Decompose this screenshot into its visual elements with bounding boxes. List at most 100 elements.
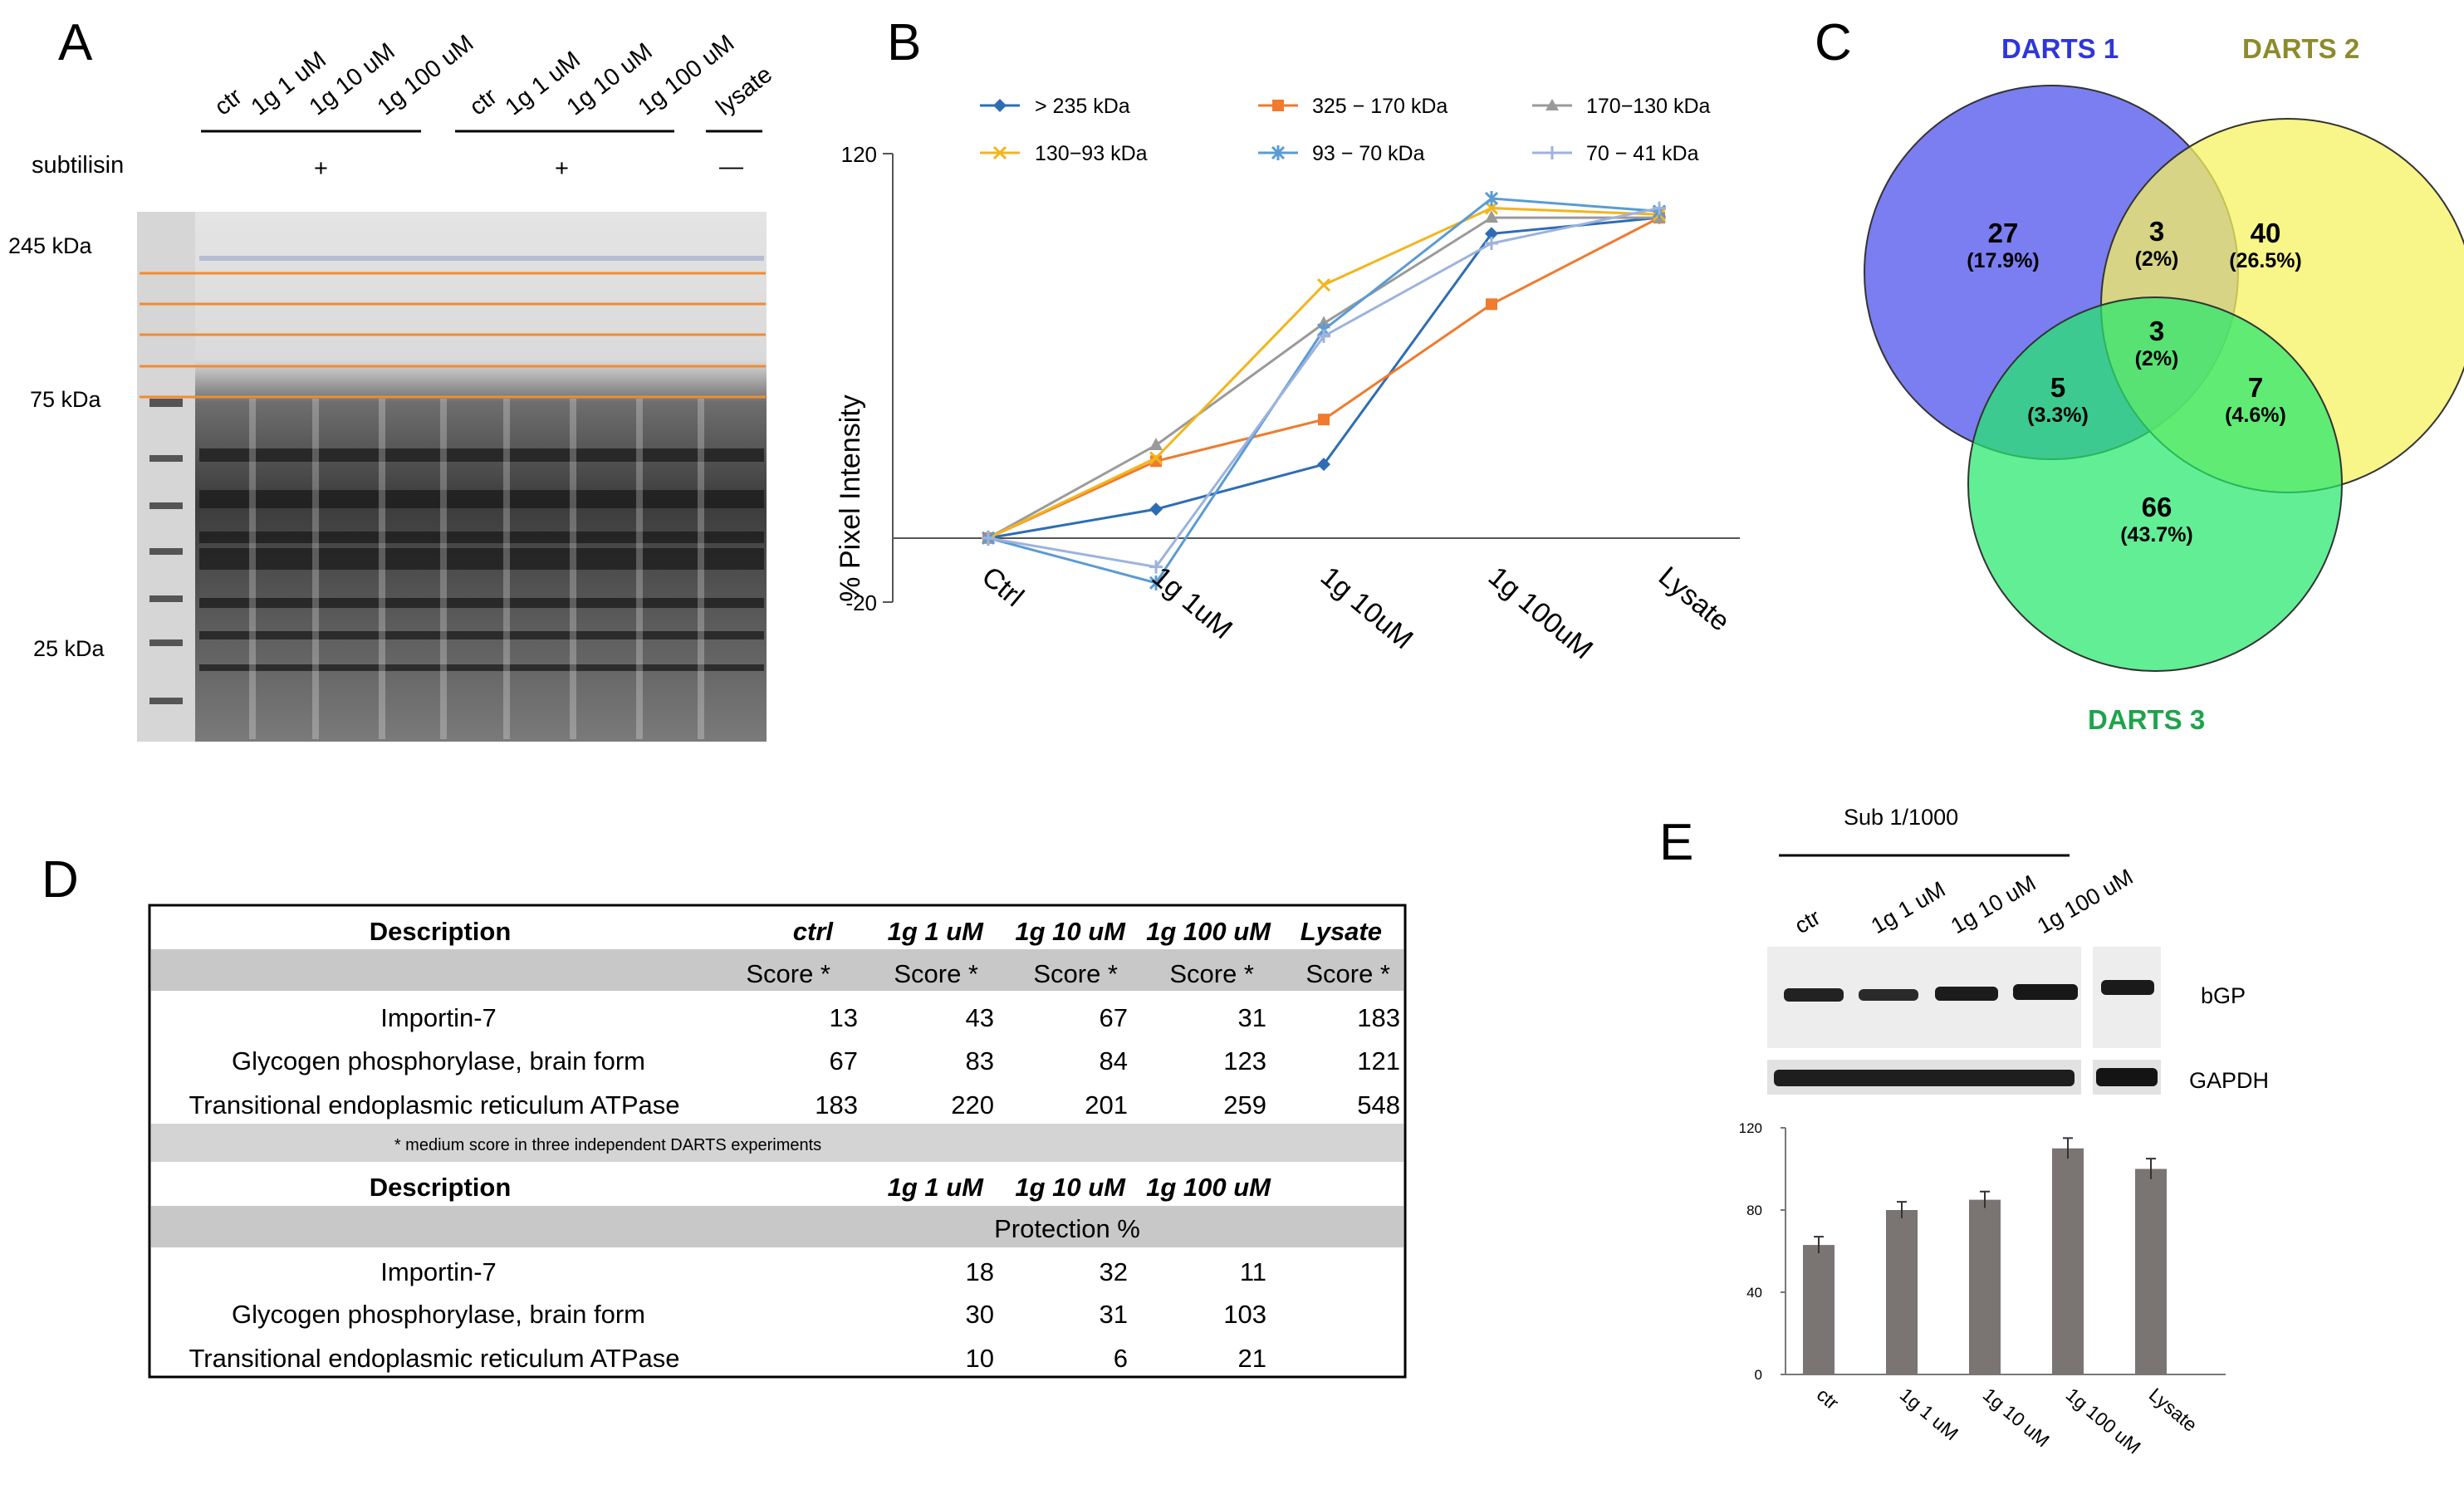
bar-category-label: 1g 10 uM bbox=[1979, 1384, 2054, 1452]
western-blot-bgp bbox=[1767, 947, 2161, 1048]
data-point bbox=[1484, 201, 1499, 215]
y-tick-label: 80 bbox=[1746, 1203, 1762, 1218]
data-point bbox=[1318, 414, 1330, 426]
table-cell: 32 bbox=[1100, 1257, 1128, 1286]
legend-entry: 170−130 kDa bbox=[1532, 95, 1711, 118]
y-min-label: -20 bbox=[845, 590, 877, 615]
table-cell: 201 bbox=[1085, 1090, 1128, 1120]
marker-label: 25 kDa bbox=[33, 636, 105, 661]
data-point bbox=[1317, 329, 1330, 343]
row-description: Importin-7 bbox=[380, 1003, 497, 1032]
bar bbox=[2135, 1168, 2167, 1374]
table-cell: 31 bbox=[1238, 1003, 1266, 1032]
table-cell: 183 bbox=[815, 1090, 858, 1120]
x-category-label: Ctrl bbox=[976, 561, 1030, 613]
table-cell: 103 bbox=[1223, 1300, 1266, 1329]
score-label: Score * bbox=[1169, 959, 1254, 988]
panel-e-letter: E bbox=[1659, 814, 1693, 871]
gel-image bbox=[137, 212, 767, 742]
venn-set-3 bbox=[1967, 296, 2343, 672]
data-point bbox=[1149, 451, 1163, 465]
score-label: Score * bbox=[894, 959, 978, 988]
line-chart-plot bbox=[981, 191, 1667, 590]
data-point bbox=[1485, 227, 1498, 241]
venn-count: 7 bbox=[2248, 372, 2263, 403]
table-header: 1g 1 uM bbox=[888, 1173, 985, 1202]
table-header: 1g 10 uM bbox=[1015, 917, 1126, 946]
venn-count: 3 bbox=[2149, 216, 2164, 247]
venn-percent: (4.6%) bbox=[2225, 404, 2286, 427]
table-cell: 220 bbox=[951, 1090, 994, 1120]
bar-chart-x-labels: ctr 1g 1 uM 1g 10 uM 1g 100 uM Lysate bbox=[1813, 1384, 2202, 1458]
table-header: 1g 100 uM bbox=[1146, 1173, 1271, 1202]
row-description: Glycogen phosphorylase, brain form bbox=[232, 1300, 645, 1329]
blot-lane-label: 1g 10 uM bbox=[1947, 870, 2040, 938]
x-category-label: 1g 100uM bbox=[1482, 561, 1599, 665]
table-row: Importin-7 13 43 67 31 183 bbox=[380, 1003, 1400, 1032]
venn-percent: (2%) bbox=[2135, 247, 2179, 271]
bar-category-label: 1g 1 uM bbox=[1896, 1384, 1962, 1444]
x-category-label: 1g 10uM bbox=[1315, 561, 1419, 655]
data-point bbox=[1316, 278, 1331, 292]
legend-label: 130−93 kDa bbox=[1035, 142, 1148, 165]
error-bar bbox=[2146, 1158, 2156, 1179]
bar bbox=[1886, 1210, 1918, 1374]
plus-sign-1: + bbox=[314, 155, 328, 182]
venn-count: 66 bbox=[2142, 492, 2173, 522]
table-cell: 11 bbox=[1240, 1257, 1266, 1286]
venn-diagram bbox=[1864, 85, 2464, 672]
subtilisin-label: subtilisin bbox=[32, 152, 124, 179]
table-header: 1g 100 uM bbox=[1146, 917, 1271, 946]
table-row: Transitional endoplasmic reticulum ATPas… bbox=[189, 1344, 1266, 1373]
panel-c-letter: C bbox=[1815, 14, 1852, 71]
legend-entry: 130−93 kDa bbox=[980, 142, 1148, 165]
panel-a-letter: A bbox=[58, 14, 93, 71]
table-cell: 43 bbox=[966, 1003, 994, 1032]
table-header: ctrl bbox=[793, 917, 835, 946]
lane-label: 1g 100 uM bbox=[373, 30, 479, 121]
table-header: 1g 1 uM bbox=[888, 917, 985, 946]
western-blot-gapdh bbox=[1767, 1060, 2161, 1095]
venn-percent: (26.5%) bbox=[2229, 249, 2302, 272]
panel-d-letter: D bbox=[42, 851, 79, 909]
bar bbox=[2052, 1148, 2084, 1374]
data-point bbox=[1485, 210, 1498, 223]
legend-label: 70 − 41 kDa bbox=[1586, 142, 1699, 165]
marker-label: 245 kDa bbox=[8, 233, 93, 258]
legend-label: 325 − 170 kDa bbox=[1312, 95, 1448, 118]
y-tick-label: 120 bbox=[1739, 1120, 1762, 1136]
blot-lane-labels: ctr 1g 1 uM 1g 10 uM 1g 100 uM bbox=[1790, 864, 2137, 938]
venn-percent: (3.3%) bbox=[2027, 404, 2089, 427]
table-row: Importin-7 18 32 11 bbox=[380, 1257, 1266, 1286]
protection-label: Protection % bbox=[994, 1214, 1140, 1243]
legend-entry: 325 − 170 kDa bbox=[1258, 95, 1448, 118]
line-chart-x-labels: Ctrl 1g 1uM 1g 10uM 1g 100uM Lysate bbox=[976, 561, 1736, 665]
gapdh-label: GAPDH bbox=[2189, 1068, 2269, 1093]
score-label: Score * bbox=[1305, 959, 1390, 988]
gel-cut-lines bbox=[140, 272, 766, 399]
row-description: Transitional endoplasmic reticulum ATPas… bbox=[189, 1090, 680, 1120]
table-cell: 83 bbox=[966, 1046, 994, 1075]
table-cell: 30 bbox=[966, 1300, 994, 1329]
legend-label: > 235 kDa bbox=[1035, 95, 1130, 118]
data-point bbox=[1484, 191, 1499, 206]
table-header: 1g 10 uM bbox=[1015, 1173, 1126, 1202]
venn-region-values: 27 (17.9%) 40 (26.5%) 3 (2%) 3 (2%) 5 (3… bbox=[1967, 216, 2302, 546]
data-table: Description ctrl 1g 1 uM 1g 10 uM 1g 100… bbox=[148, 904, 1407, 1379]
panel-a-lane-labels: ctr 1g 1 uM 1g 10 uM 1g 100 uM ctr 1g 1 … bbox=[210, 30, 777, 121]
data-point bbox=[1486, 298, 1497, 311]
table-cell: 67 bbox=[1100, 1003, 1128, 1032]
line-chart-legend: > 235 kDa 325 − 170 kDa 170−130 kDa 130−… bbox=[980, 95, 1711, 165]
table-cell: 67 bbox=[830, 1046, 858, 1075]
venn-percent: (43.7%) bbox=[2120, 523, 2193, 546]
venn-count: 5 bbox=[2050, 372, 2065, 403]
bgp-label: bGP bbox=[2201, 983, 2246, 1008]
legend-entry: 70 − 41 kDa bbox=[1532, 142, 1699, 165]
table-cell: 18 bbox=[966, 1257, 994, 1286]
bar bbox=[1969, 1199, 2001, 1374]
plus-sign-2: + bbox=[555, 155, 569, 182]
score-label: Score * bbox=[1033, 959, 1118, 988]
venn-percent: (17.9%) bbox=[1967, 249, 2040, 272]
bar-category-label: Lysate bbox=[2145, 1384, 2202, 1436]
